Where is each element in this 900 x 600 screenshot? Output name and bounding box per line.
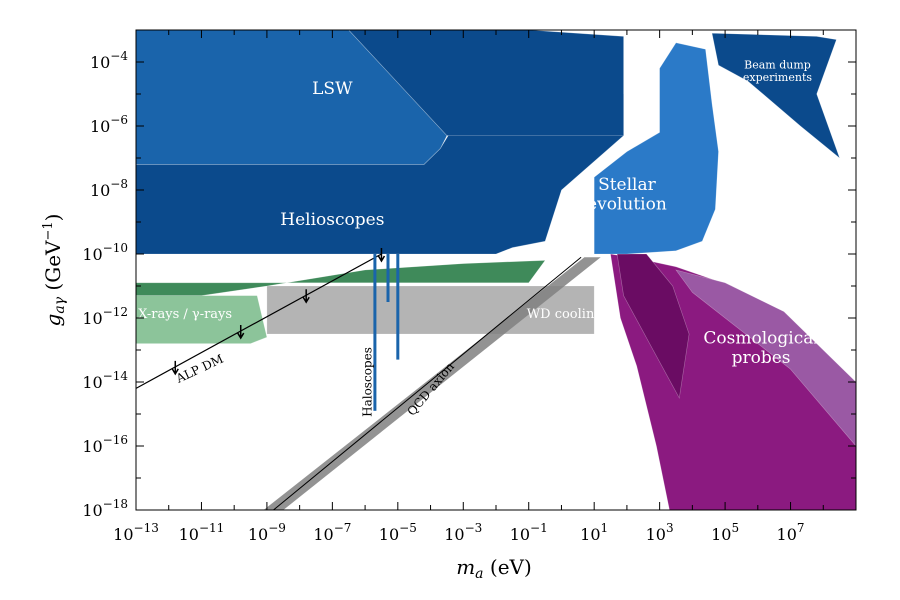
y-tick-label: 10−4 bbox=[90, 49, 128, 72]
svg-text:10−12: 10−12 bbox=[82, 305, 128, 328]
region-cosmological-probes-dark bbox=[616, 253, 690, 399]
svg-text:10−4: 10−4 bbox=[90, 49, 128, 72]
qcd-axion-line bbox=[273, 256, 582, 510]
x-tick-label: 105 bbox=[711, 521, 739, 544]
x-tick-label: 10−7 bbox=[313, 521, 351, 544]
alp-dm-line bbox=[136, 253, 382, 389]
label-wd-cooling: WD cooling bbox=[527, 307, 603, 322]
alp-dm-marker bbox=[171, 360, 179, 376]
haloscope-spike bbox=[373, 254, 377, 411]
svg-text:103: 103 bbox=[646, 521, 674, 544]
x-tick-label: 10−3 bbox=[444, 521, 482, 544]
haloscopes-label: Haloscopes bbox=[361, 347, 375, 417]
alp-dm-marker bbox=[237, 325, 245, 340]
y-tick-label: 10−12 bbox=[82, 305, 128, 328]
label-helioscopes: Helioscopes bbox=[280, 210, 384, 230]
svg-text:10−16: 10−16 bbox=[82, 433, 128, 456]
svg-text:10−3: 10−3 bbox=[444, 521, 482, 544]
svg-text:10−9: 10−9 bbox=[248, 521, 286, 544]
x-tick-label: 10−11 bbox=[179, 521, 225, 544]
y-tick-label: 10−14 bbox=[82, 369, 128, 392]
region-cosmological-probes-light bbox=[675, 269, 856, 447]
alp-dm-marker bbox=[377, 248, 386, 263]
svg-text:10−18: 10−18 bbox=[82, 497, 128, 520]
x-tick-label: 10−1 bbox=[510, 521, 548, 544]
region-stellar-evolution bbox=[593, 42, 719, 255]
svg-text:10−13: 10−13 bbox=[113, 521, 159, 544]
label-x-rays: X-rays / γ-rays bbox=[138, 307, 232, 322]
svg-text:101: 101 bbox=[580, 521, 608, 544]
label-stellar-evolution: Stellar evolution bbox=[587, 175, 667, 215]
region-beam-dump bbox=[711, 32, 841, 159]
x-tick-label: 10−9 bbox=[248, 521, 286, 544]
y-tick-label: 10−18 bbox=[82, 497, 128, 520]
x-axis: 10−13 10−11 10−9 10−7 10−5 10−3 10−1 101 103 105 1… bbox=[113, 30, 857, 544]
region-x-rays bbox=[136, 260, 546, 296]
label-lsw: LSW bbox=[312, 79, 353, 99]
svg-text:10−7: 10−7 bbox=[313, 521, 351, 544]
x-tick-label: 101 bbox=[580, 521, 608, 544]
y-tick-label: 10−6 bbox=[90, 113, 128, 136]
y-axis-label: gaγ (GeV−1) bbox=[41, 214, 68, 327]
svg-text:10−14: 10−14 bbox=[82, 369, 128, 392]
region-lsw-top bbox=[348, 30, 624, 136]
y-tick-label: 10−8 bbox=[90, 177, 128, 200]
svg-text:10−8: 10−8 bbox=[90, 177, 128, 200]
svg-text:107: 107 bbox=[777, 521, 805, 544]
svg-text:105: 105 bbox=[711, 521, 739, 544]
svg-text:10−1: 10−1 bbox=[510, 521, 548, 544]
label-beam-dump: Beam dump experiments bbox=[743, 58, 812, 84]
x-tick-label: 107 bbox=[777, 521, 805, 544]
label-cosmological-probes: Cosmological probes bbox=[703, 329, 818, 369]
haloscope-spike bbox=[396, 254, 400, 360]
haloscope-spike bbox=[386, 254, 390, 302]
x-tick-label: 103 bbox=[646, 521, 674, 544]
x-tick-label: 10−13 bbox=[113, 521, 159, 544]
region-x-rays-light bbox=[136, 295, 268, 344]
y-tick-label: 10−10 bbox=[82, 241, 128, 264]
svg-text:10−11: 10−11 bbox=[179, 521, 225, 544]
y-tick-label: 10−16 bbox=[82, 433, 128, 456]
svg-text:10−5: 10−5 bbox=[379, 521, 417, 544]
svg-text:10−6: 10−6 bbox=[90, 113, 128, 136]
alp-dm-marker bbox=[302, 289, 310, 304]
x-axis-label: ma (eV) bbox=[456, 555, 532, 582]
y-axis: 10−4 10−6 10−8 10−10 10−12 10−14 10−16 10−18 bbox=[82, 29, 856, 520]
qcd-axion-band bbox=[263, 257, 601, 510]
svg-text:10−10: 10−10 bbox=[82, 241, 128, 264]
regions-layer bbox=[136, 30, 856, 510]
x-tick-label: 10−5 bbox=[379, 521, 417, 544]
